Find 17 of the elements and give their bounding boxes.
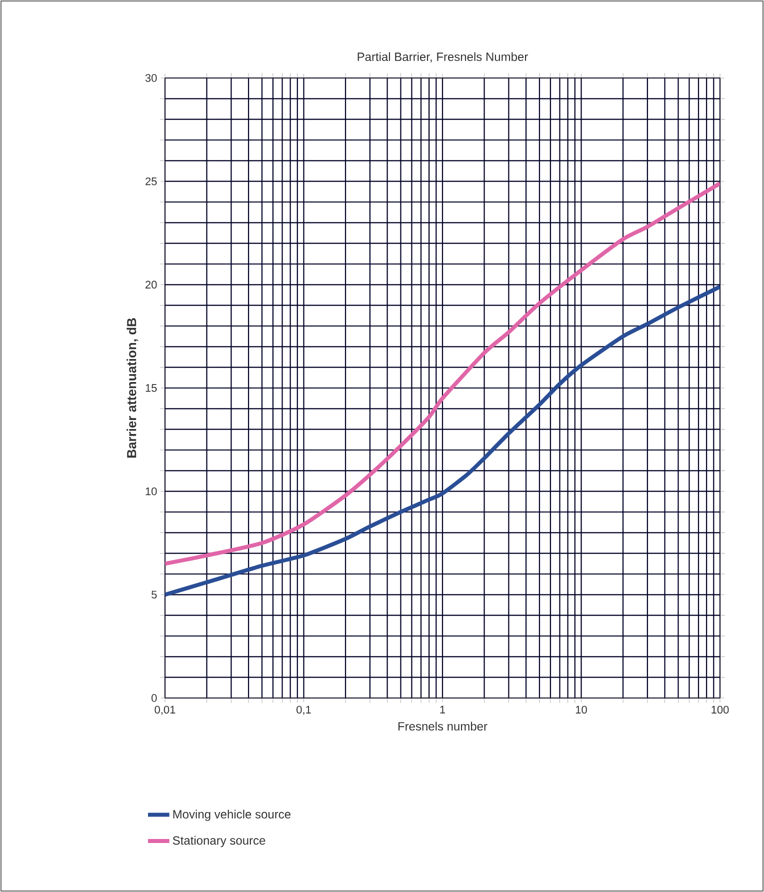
y-tick-label: 10 [146, 487, 157, 496]
x-tick-label: 0,1 [296, 706, 311, 715]
y-tick-label: 25 [146, 177, 157, 186]
y-tick-label: 5 [152, 590, 157, 599]
y-tick-label: 20 [146, 280, 157, 289]
x-tick-label: 10 [576, 706, 587, 714]
x-tick-label: 100 [712, 706, 729, 714]
legend-label: Moving vehicle source [173, 810, 290, 821]
y-axis-title: Barrier attenuation, dB [126, 318, 138, 458]
x-axis-title: Fresnels number [398, 722, 488, 731]
y-tick-label: 30 [145, 74, 157, 82]
y-tick-label: 15 [146, 384, 157, 392]
chart-title: Partial Barrier, Fresnels Number [358, 52, 528, 62]
x-tick-label: 1 [440, 706, 446, 714]
x-tick-label: 0,01 [154, 706, 176, 715]
y-tick-label: 0 [152, 694, 157, 702]
legend-label: Stationary source [172, 836, 266, 848]
